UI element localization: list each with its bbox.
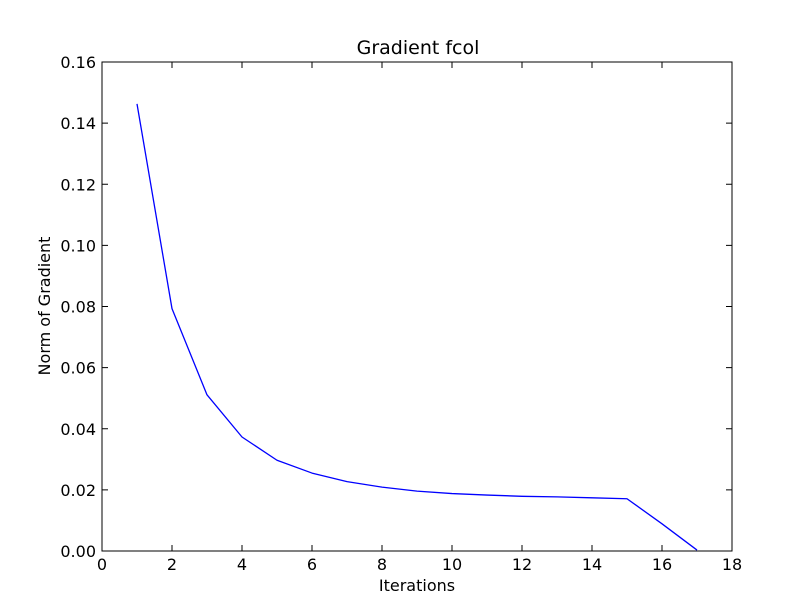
y-tick-label: 0.00 [60,542,96,561]
x-tick-label: 14 [582,555,602,574]
y-tick-label: 0.04 [60,420,96,439]
y-axis-label: Norm of Gradient [35,237,54,376]
plot-area [136,103,698,551]
y-tick-label: 0.14 [60,114,96,133]
y-axis-ticks: 0.00 0.02 0.04 0.06 0.08 0.10 0.12 0.14 0.16 [60,53,732,561]
x-tick-label: 18 [722,555,742,574]
y-tick-label: 0.10 [60,236,96,255]
y-tick-label: 0.02 [60,481,96,500]
x-axis-ticks: 0 2 4 6 8 10 12 14 16 18 [97,62,742,574]
x-tick-label: 6 [307,555,317,574]
x-tick-label: 2 [167,555,177,574]
x-tick-label: 16 [652,555,672,574]
y-tick-label: 0.16 [60,53,96,72]
x-tick-label: 10 [442,555,462,574]
chart-title: Gradient fcol [357,37,480,59]
y-tick-label: 0.08 [60,298,96,317]
y-tick-label: 0.06 [60,359,96,378]
plot-frame [101,61,733,552]
x-tick-label: 0 [97,555,107,574]
y-tick-label: 0.12 [60,175,96,194]
x-tick-label: 4 [237,555,247,574]
x-tick-label: 8 [377,555,387,574]
x-axis-label: Iterations [379,576,455,595]
x-tick-label: 12 [512,555,532,574]
series-line [136,103,698,551]
